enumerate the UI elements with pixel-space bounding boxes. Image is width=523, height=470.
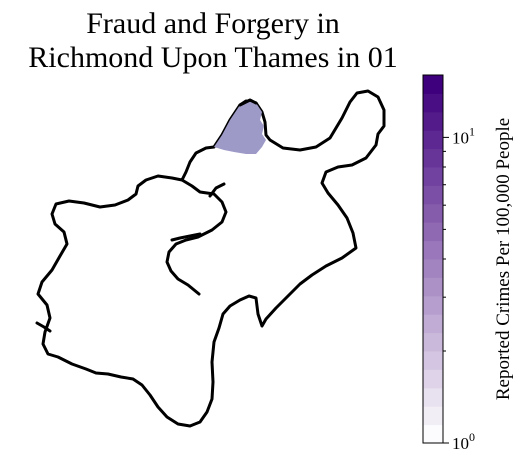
colorbar-step [423,387,443,407]
colorbar-step [423,295,443,315]
colorbar-step [423,332,443,352]
colorbar-step [423,406,443,426]
borough-map [35,89,386,428]
colorbar-label: Reported Crimes Per 100,000 People [493,118,514,400]
colorbar-step [423,185,443,205]
borough-outline [36,89,386,428]
colorbar-step [423,203,443,223]
colorbar-step [423,148,443,168]
colorbar-step [423,424,443,444]
river-island [35,321,52,333]
colorbar-step [423,130,443,150]
colorbar-step [423,369,443,389]
river-island-2 [208,182,226,198]
colorbar-ticks: 100 101 [443,124,475,453]
highlighted-ward [214,101,266,154]
river-thames-bank [170,232,202,242]
colorbar-step [423,222,443,242]
colorbar-step [423,75,443,94]
colorbar-step [423,351,443,370]
river-thames [165,178,228,296]
colorbar-step [423,167,443,186]
river-thames-upper [238,98,258,107]
title-line-1: Fraud and Forgery in [86,7,340,40]
colorbar-step [423,259,443,278]
colorbar: 100 101 Reported Crimes Per 100,000 Peopl… [422,74,514,453]
colorbar-step [423,277,443,297]
colorbar-step [423,314,443,334]
colorbar-step [423,240,443,260]
title-line-2: Richmond Upon Thames in 01 [28,41,397,74]
colorbar-gradient [423,75,443,444]
colorbar-tick-label: 101 [452,124,475,147]
colorbar-tick-label: 100 [452,430,475,453]
colorbar-step [423,93,443,113]
colorbar-step [423,111,443,131]
